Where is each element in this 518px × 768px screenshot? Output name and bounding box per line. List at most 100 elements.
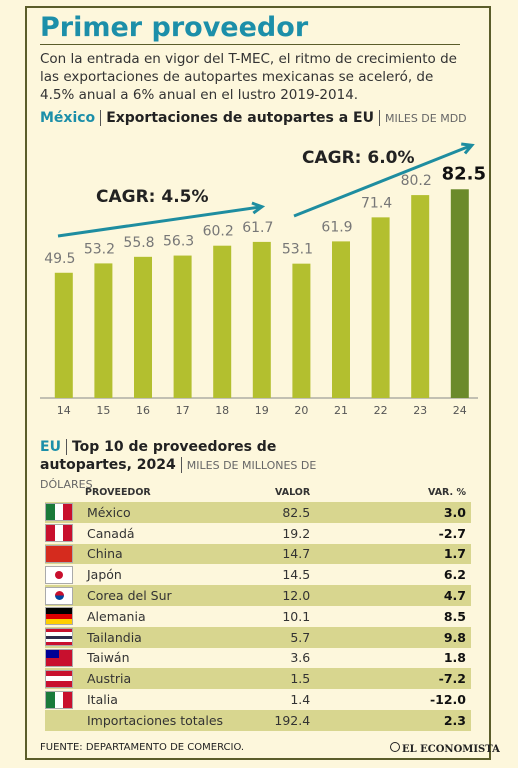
change: 1.8: [443, 650, 466, 666]
chart-unit: MILES DE MDD: [385, 112, 467, 125]
bar: [332, 241, 350, 398]
value-label: 61.7: [242, 220, 273, 236]
bar: [252, 241, 271, 398]
column-header: PROVEEDOR: [85, 487, 151, 498]
supplier: Austria: [85, 668, 249, 690]
table-row: Japón 14.5 6.2: [45, 564, 471, 585]
table-row: Taiwán 3.6 1.8: [45, 648, 471, 669]
value: 5.7: [248, 626, 421, 648]
value: 14.7: [248, 543, 421, 565]
trend-arrow: [57, 205, 261, 238]
value-label: 61.9: [321, 219, 352, 235]
value-label: 53.1: [282, 242, 313, 258]
flag: [45, 648, 85, 669]
flag: [45, 585, 85, 606]
table-row: Canadá 19.2 -2.7: [45, 523, 471, 544]
chart: 49.5 14 53.2 15 55.8 16 56.3 17 60.2 18 61.7 19 53.1…: [40, 142, 486, 417]
flag: [45, 564, 85, 585]
x-tick-label: 21: [334, 404, 348, 417]
x-tick-label: 22: [374, 404, 388, 417]
title-rule: [40, 44, 460, 45]
flag: [45, 626, 85, 648]
annotation: CAGR: 4.5%: [96, 187, 209, 207]
bar: [94, 263, 113, 398]
value: 1.4: [290, 692, 311, 708]
change: 6.2: [443, 567, 466, 583]
x-tick-label: 19: [255, 404, 269, 417]
table-unit: MILES DE MILLONES DE DÓLARES: [40, 459, 317, 491]
x-tick-label: 16: [136, 404, 150, 417]
table: PROVEEDOR VALOR VAR. % México 82.5 3.0 Canadá 1…: [45, 483, 471, 731]
table-row: Austria 1.5 -7.2: [45, 668, 471, 690]
value-label: 55.8: [123, 235, 154, 251]
change: -12.0: [429, 692, 466, 708]
flag: [45, 523, 85, 544]
change: -2.7: [438, 525, 466, 541]
supplier: Canadá: [87, 525, 135, 541]
bar: [173, 255, 192, 398]
value-label: 71.4: [361, 195, 392, 211]
bar: [450, 189, 469, 398]
table-row: Corea del Sur 12.0 4.7: [45, 585, 471, 606]
table-row: Italia 1.4 -12.0: [45, 689, 471, 710]
bar: [292, 263, 311, 398]
value: 192.4: [248, 709, 421, 731]
supplier: Italia: [87, 692, 118, 708]
value-label: 49.5: [44, 251, 75, 267]
arrow-head: [251, 201, 266, 215]
flag: [45, 543, 85, 565]
value: 3.6: [290, 650, 311, 666]
supplier: México: [85, 502, 249, 523]
bar: [371, 217, 390, 398]
bar: [54, 272, 73, 398]
table-heading: EU Top 10 de proveedores de autopartes, 2…: [40, 438, 370, 494]
brand: EL ECONOMISTA: [390, 742, 500, 755]
supplier: China: [85, 543, 249, 565]
value-label: 80.2: [401, 173, 432, 189]
bar: [411, 195, 430, 398]
trend-arrow: [293, 144, 471, 218]
value-label: 53.2: [84, 241, 115, 257]
table-row: Tailandia 5.7 9.8: [45, 626, 471, 648]
table-title: Top 10 de proveedores de autopartes, 202…: [40, 439, 277, 473]
change: 4.7: [420, 585, 471, 606]
value-label: 82.5: [442, 163, 486, 184]
supplier: Japón: [87, 567, 122, 583]
x-tick-label: 17: [176, 404, 190, 417]
change: 3.0: [420, 502, 471, 523]
x-tick-label: 15: [96, 404, 110, 417]
change: -7.2: [420, 668, 471, 690]
table-region: EU: [40, 439, 61, 455]
supplier: Corea del Sur: [85, 585, 249, 606]
supplier: Importaciones totales: [85, 709, 249, 731]
column-header: VALOR: [275, 487, 311, 498]
annotation: CAGR: 6.0%: [302, 148, 415, 168]
value: 14.5: [282, 567, 311, 583]
chart-region: México: [40, 110, 96, 126]
source: FUENTE: DEPARTAMENTO DE COMERCIO.: [40, 742, 245, 753]
brand-name: EL ECONOMISTA: [402, 744, 500, 755]
supplier: Taiwán: [87, 650, 130, 666]
value: 19.2: [282, 525, 311, 541]
x-tick-label: 18: [215, 404, 229, 417]
x-tick-label: 23: [413, 404, 427, 417]
chart-title: Exportaciones de autopartes a EU: [106, 110, 374, 126]
x-tick-label: 20: [294, 404, 308, 417]
bar: [134, 256, 152, 398]
x-tick-label: 14: [57, 404, 71, 417]
change: 9.8: [420, 626, 471, 648]
x-tick-label: 24: [453, 404, 467, 417]
table-row: China 14.7 1.7: [45, 543, 471, 565]
title: Primer proveedor: [40, 12, 309, 43]
change: 2.3: [420, 709, 471, 731]
flag: [45, 668, 85, 690]
change: 1.7: [420, 543, 471, 565]
value-label: 60.2: [203, 224, 234, 240]
arrow-head: [461, 142, 475, 155]
flag: [45, 689, 85, 710]
chart-heading: México Exportaciones de autopartes a EU MI…: [40, 110, 467, 126]
intro: Con la entrada en vigor del T-MEC, el ri…: [40, 51, 457, 103]
table-row: México 82.5 3.0: [45, 502, 471, 523]
flag: [45, 606, 85, 627]
